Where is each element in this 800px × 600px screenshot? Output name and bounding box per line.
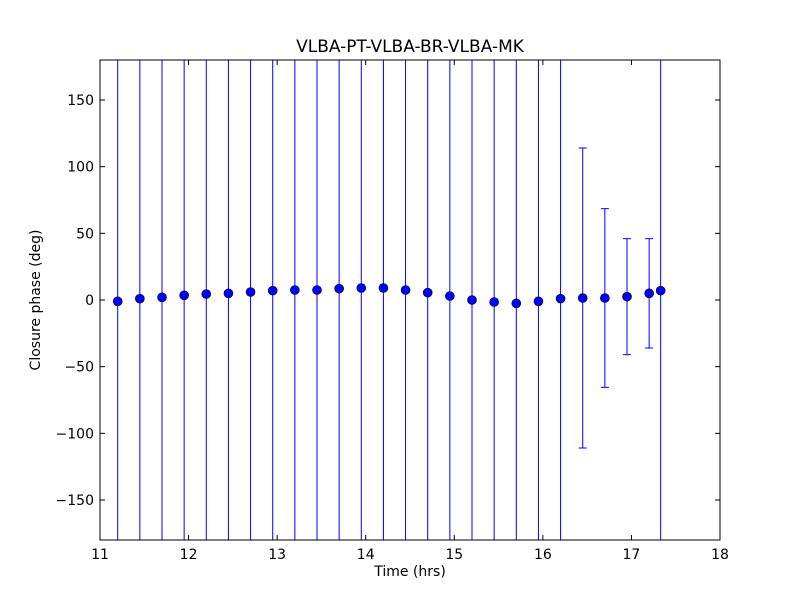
x-axis-label: Time (hrs) — [373, 564, 446, 580]
y-tick-label: −50 — [64, 360, 94, 376]
data-point — [378, 283, 389, 293]
data-point — [157, 292, 167, 303]
data-point — [135, 293, 145, 304]
data-point — [267, 285, 278, 296]
chart-title: VLBA-PT-VLBA-BR-VLBA-MK — [296, 37, 525, 57]
data-point — [644, 288, 654, 299]
data-point — [622, 291, 632, 302]
x-tick-label: 14 — [357, 547, 375, 563]
data-point — [312, 285, 322, 295]
x-tick-label: 11 — [91, 547, 109, 563]
data-point — [179, 290, 189, 301]
x-tick-label: 12 — [180, 547, 198, 563]
data-point — [577, 293, 588, 303]
x-tick-label: 18 — [711, 547, 729, 563]
data-point — [445, 291, 455, 301]
y-tick-label: 0 — [85, 293, 94, 309]
data-point — [290, 285, 300, 295]
data-point — [334, 283, 344, 294]
data-point — [400, 285, 411, 295]
data-point — [112, 296, 123, 307]
data-point — [467, 295, 477, 305]
axis-ticks: 11 12 13 14 15 16 17 18 −150 −100 −50 0 50 100 150 — [56, 60, 729, 563]
data-point — [356, 283, 367, 293]
data-point — [245, 287, 256, 297]
data-point — [600, 293, 610, 303]
y-axis-label: Closure phase (deg) — [28, 230, 44, 371]
x-tick-label: 16 — [534, 547, 552, 563]
y-tick-label: 150 — [67, 93, 94, 109]
x-tick-label: 15 — [445, 547, 463, 563]
data-point — [201, 289, 212, 299]
y-tick-label: 100 — [67, 160, 94, 176]
y-tick-label: −100 — [56, 426, 94, 442]
data-point — [489, 297, 499, 307]
data-point — [655, 285, 666, 296]
x-tick-label: 13 — [268, 547, 286, 563]
data-point — [533, 296, 544, 307]
y-tick-label: −150 — [56, 493, 94, 509]
data-point — [511, 298, 522, 309]
data-point — [555, 293, 566, 304]
y-tick-label: 50 — [76, 226, 94, 242]
plot-area — [112, 60, 666, 540]
data-point — [422, 287, 433, 298]
x-tick-label: 17 — [623, 547, 641, 563]
data-point — [223, 288, 234, 299]
